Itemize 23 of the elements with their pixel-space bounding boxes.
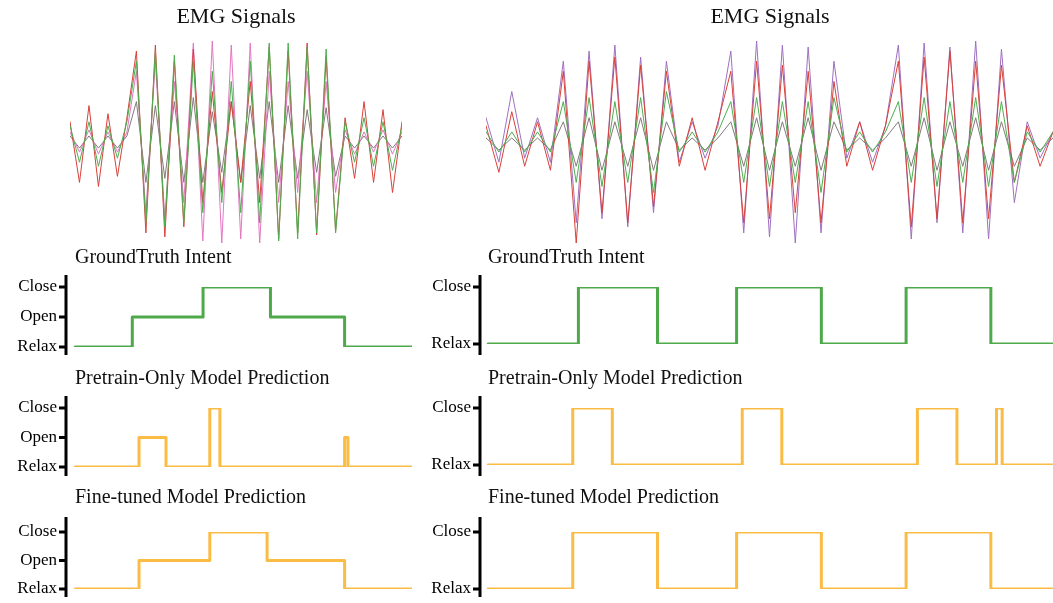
chart-title: GroundTruth Intent [75,244,232,268]
text: Close [432,276,471,296]
text: Open [20,306,58,326]
text: Relax [17,456,58,476]
text: Relax [431,333,472,353]
text: Close [18,521,57,541]
text: Open [20,426,58,446]
text: Open [20,549,58,569]
text: Relax [431,578,472,598]
chart-title: Fine-tuned Model Prediction [488,484,720,508]
chart-title: Pretrain-Only Model Prediction [75,365,330,389]
chart-title: Pretrain-Only Model Prediction [488,365,743,389]
text: Close [432,397,471,417]
chart-title: GroundTruth Intent [488,244,645,268]
text: Relax [431,454,472,474]
text: Close [432,521,471,541]
text: Close [18,397,57,417]
text: Relax [17,578,58,598]
chart-title: EMG Signals [710,3,830,28]
text: Close [18,276,57,296]
chart-title: Fine-tuned Model Prediction [75,484,307,508]
chart-title: EMG Signals [176,3,296,28]
text: Relax [17,336,58,356]
